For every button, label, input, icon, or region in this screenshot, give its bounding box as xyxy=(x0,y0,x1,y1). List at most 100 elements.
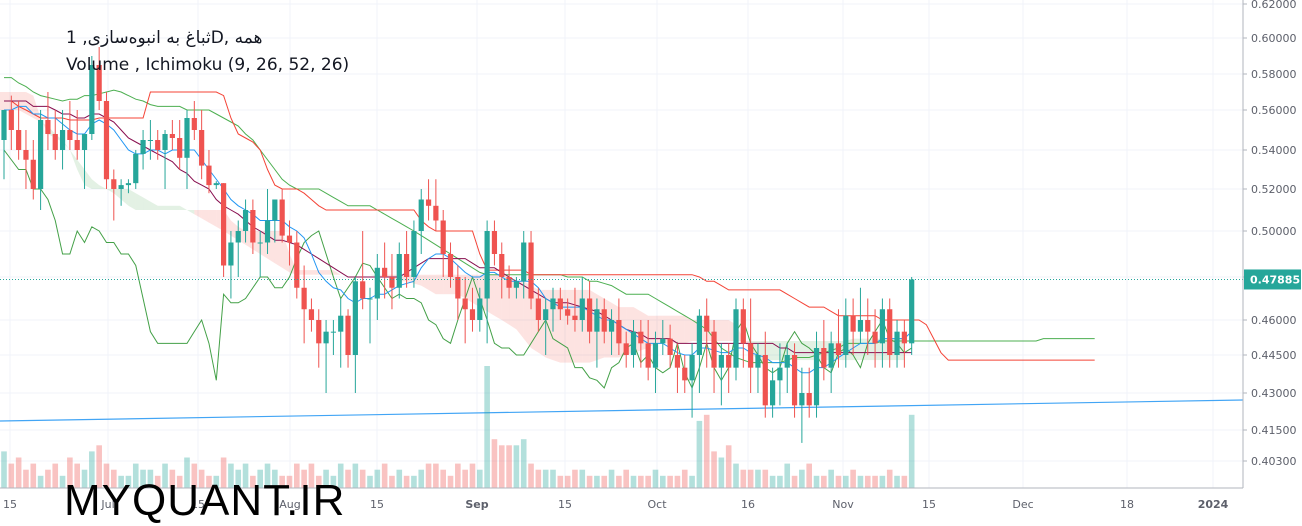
candle-body[interactable] xyxy=(352,281,358,355)
candle-body[interactable] xyxy=(199,130,205,166)
candle-body[interactable] xyxy=(528,242,534,299)
last-price-label[interactable]: 0.47885 xyxy=(1250,273,1300,286)
candle-body[interactable] xyxy=(909,279,915,344)
candle-body[interactable] xyxy=(447,254,454,277)
candle-body[interactable] xyxy=(484,231,490,299)
candle-body[interactable] xyxy=(279,199,285,236)
candle-body[interactable] xyxy=(667,338,673,355)
candle-body[interactable] xyxy=(45,120,51,134)
candle-body[interactable] xyxy=(513,281,519,288)
candle-body[interactable] xyxy=(59,130,66,150)
candle-body[interactable] xyxy=(704,315,710,332)
candle-body[interactable] xyxy=(879,309,885,344)
candle-body[interactable] xyxy=(389,277,395,288)
candle-body[interactable] xyxy=(645,343,651,368)
candle-body[interactable] xyxy=(740,309,746,344)
candle-body[interactable] xyxy=(521,242,527,282)
candle-body[interactable] xyxy=(155,140,161,150)
candle-body[interactable] xyxy=(221,183,227,266)
candle-body[interactable] xyxy=(257,242,263,244)
candle-body[interactable] xyxy=(469,309,476,320)
candle-body[interactable] xyxy=(499,254,505,277)
candle-body[interactable] xyxy=(242,210,249,231)
candle-body[interactable] xyxy=(770,380,776,406)
candle-body[interactable] xyxy=(133,153,139,184)
candle-body[interactable] xyxy=(813,348,820,406)
candle-body[interactable] xyxy=(638,331,644,344)
candle-body[interactable] xyxy=(169,134,175,138)
candle-body[interactable] xyxy=(608,320,615,332)
candle-body[interactable] xyxy=(601,309,607,332)
candle-body[interactable] xyxy=(30,159,36,189)
candle-body[interactable] xyxy=(682,367,688,381)
candle-body[interactable] xyxy=(140,140,146,154)
candle-body[interactable] xyxy=(272,199,278,221)
candle-body[interactable] xyxy=(74,140,80,150)
candle-body[interactable] xyxy=(323,331,329,344)
candle-body[interactable] xyxy=(726,355,732,368)
candle-body[interactable] xyxy=(587,298,593,332)
candle-body[interactable] xyxy=(828,343,834,368)
candle-body[interactable] xyxy=(338,315,344,332)
candle-body[interactable] xyxy=(191,118,197,130)
candle-body[interactable] xyxy=(228,242,234,266)
candle-body[interactable] xyxy=(689,355,695,381)
candle-body[interactable] xyxy=(374,267,380,299)
candle-body[interactable] xyxy=(433,205,439,221)
candle-body[interactable] xyxy=(250,210,256,243)
candle-body[interactable] xyxy=(81,134,88,150)
candle-body[interactable] xyxy=(462,298,468,310)
candle-body[interactable] xyxy=(748,343,754,368)
candle-body[interactable] xyxy=(477,298,483,321)
trendline[interactable] xyxy=(0,399,1244,422)
candle-body[interactable] xyxy=(425,199,432,206)
candle-body[interactable] xyxy=(784,355,790,368)
candle-body[interactable] xyxy=(594,309,600,332)
candle-body[interactable] xyxy=(623,343,629,355)
candle-body[interactable] xyxy=(418,199,424,232)
candle-body[interactable] xyxy=(901,331,907,344)
candle-body[interactable] xyxy=(89,65,95,134)
candle-body[interactable] xyxy=(118,185,124,189)
candle-body[interactable] xyxy=(213,183,219,186)
candle-body[interactable] xyxy=(345,315,351,355)
candle-body[interactable] xyxy=(718,355,724,368)
candle-body[interactable] xyxy=(455,277,461,299)
candle-body[interactable] xyxy=(894,331,900,355)
candle-body[interactable] xyxy=(579,298,585,321)
indicator-legend[interactable]: Volume , Ichimoku (9, 26, 52, 26) xyxy=(66,55,350,75)
candle-body[interactable] xyxy=(316,320,322,344)
candle-body[interactable] xyxy=(506,277,512,288)
candle-body[interactable] xyxy=(440,220,446,255)
candle-body[interactable] xyxy=(806,393,812,406)
candle-body[interactable] xyxy=(711,331,717,368)
candle-body[interactable] xyxy=(572,315,578,320)
candle-body[interactable] xyxy=(835,343,842,355)
candle-body[interactable] xyxy=(777,367,783,381)
candle-body[interactable] xyxy=(330,331,336,333)
candle-body[interactable] xyxy=(543,309,549,320)
candle-body[interactable] xyxy=(235,231,241,243)
candle-body[interactable] xyxy=(616,320,622,344)
candle-body[interactable] xyxy=(733,309,739,368)
candle-body[interactable] xyxy=(184,118,190,158)
candle-body[interactable] xyxy=(367,298,373,300)
candle-body[interactable] xyxy=(887,309,893,355)
candle-body[interactable] xyxy=(557,298,563,310)
candle-body[interactable] xyxy=(396,254,402,288)
candle-body[interactable] xyxy=(1,110,7,140)
candle-body[interactable] xyxy=(411,231,417,277)
candle-body[interactable] xyxy=(52,134,58,150)
candle-body[interactable] xyxy=(865,320,871,332)
candle-body[interactable] xyxy=(147,140,153,141)
candle-body[interactable] xyxy=(843,315,849,355)
candle-body[interactable] xyxy=(491,231,498,254)
candle-body[interactable] xyxy=(404,254,410,277)
candle-body[interactable] xyxy=(301,287,307,310)
candle-body[interactable] xyxy=(696,315,702,355)
candle-body[interactable] xyxy=(755,355,761,368)
candle-body[interactable] xyxy=(96,65,102,101)
candle-body[interactable] xyxy=(294,242,300,288)
symbol-legend[interactable]: ثباغ به انبوه‌سازی, 1D, همه xyxy=(66,28,263,48)
